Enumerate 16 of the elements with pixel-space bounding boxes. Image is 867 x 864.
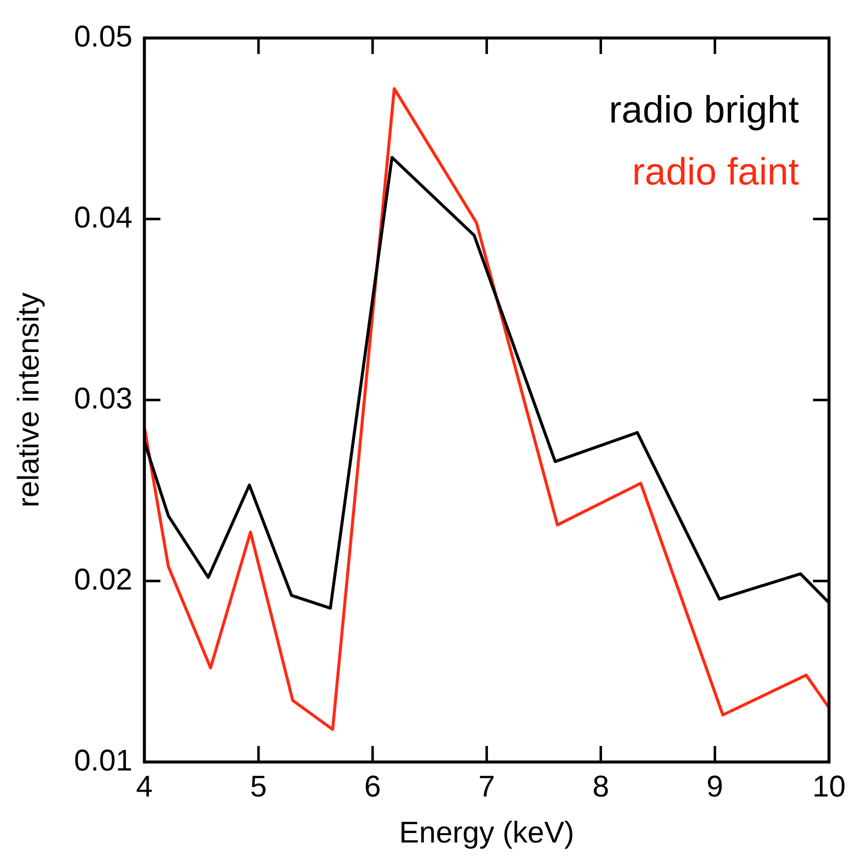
x-tick-label: 10	[812, 770, 846, 804]
x-tick-label: 4	[136, 770, 153, 804]
y-tick-label: 0.01	[74, 744, 132, 778]
x-tick-label: 9	[706, 770, 724, 804]
y-tick-label: 0.03	[74, 382, 132, 416]
x-tick-label: 6	[364, 770, 381, 804]
y-axis-title: relative intensity	[12, 292, 46, 508]
y-tick-label: 0.04	[74, 201, 132, 234]
y-tick-label: 0.02	[74, 563, 132, 596]
text: radio faint	[632, 151, 800, 194]
x-tick-label: 5	[250, 770, 267, 804]
y-tick-label: 0.05	[74, 20, 132, 54]
x-tick-label: 7	[478, 770, 496, 804]
legend-label: radio bright	[608, 89, 800, 132]
x-tick-label: 8	[592, 770, 610, 804]
x-axis-title: Energy (keV)	[399, 816, 574, 850]
